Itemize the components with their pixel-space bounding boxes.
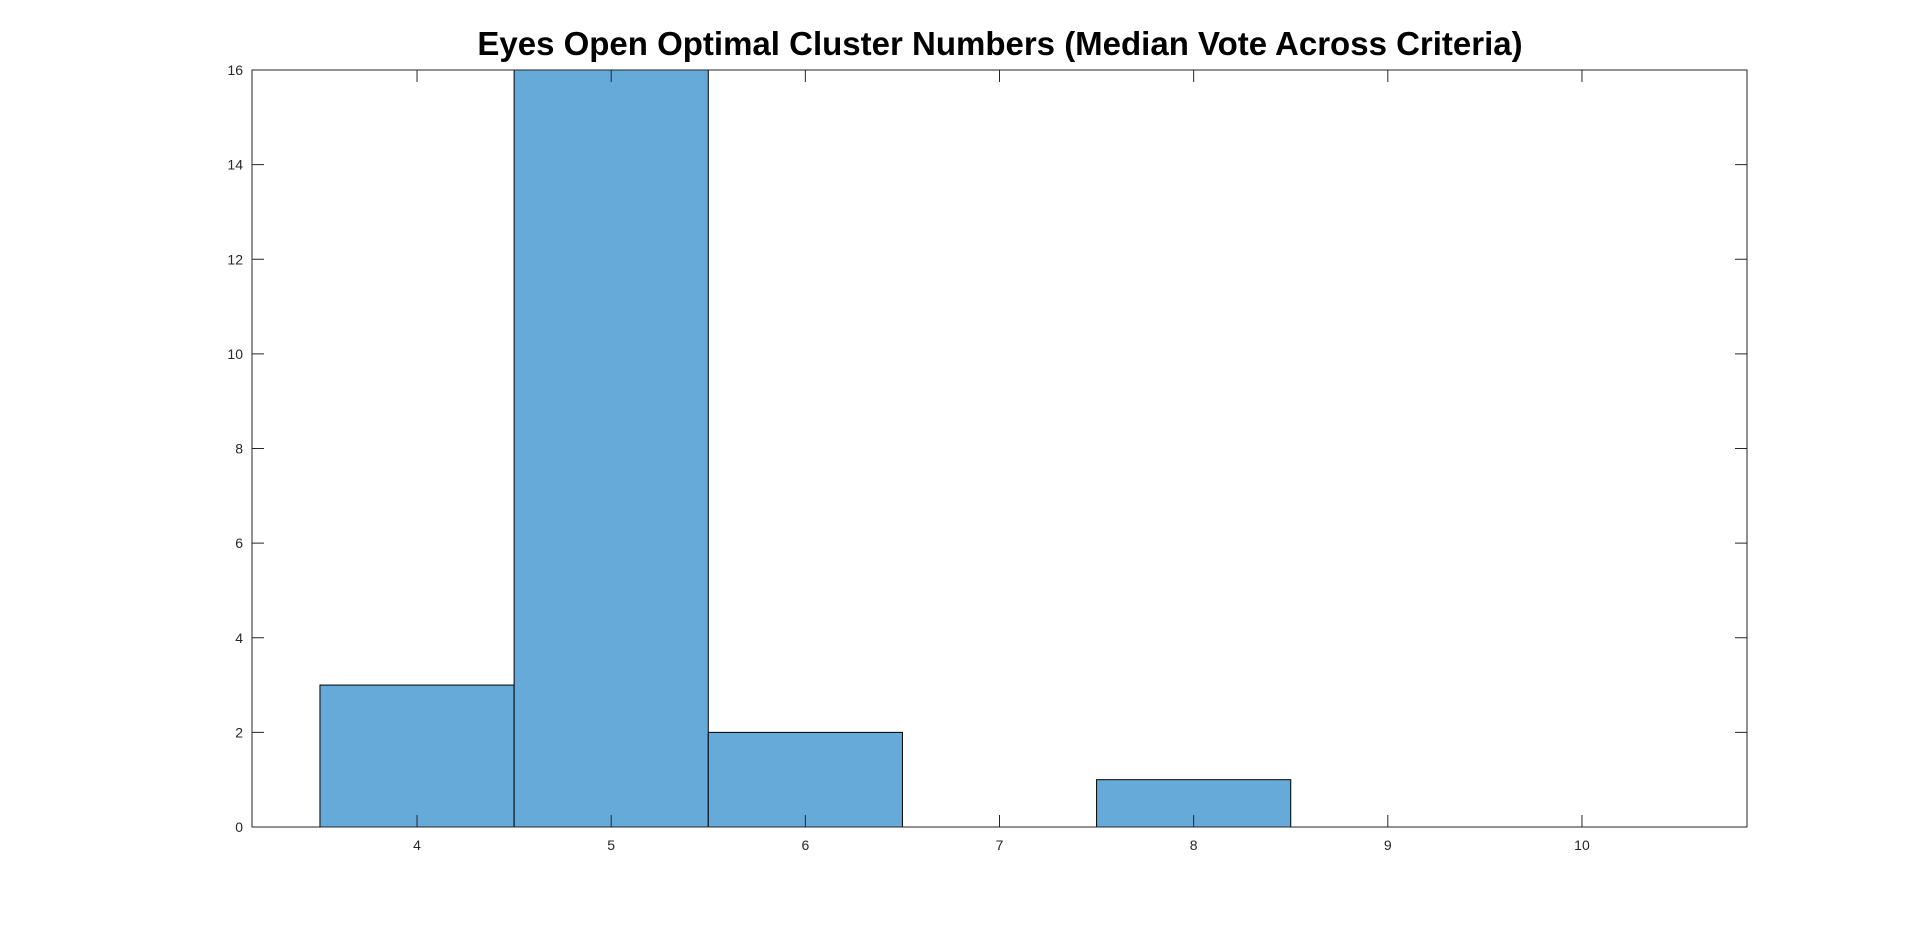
y-tick-label-0: 0 [235,819,243,835]
bar-4 [319,684,515,828]
axes-box [251,69,1748,828]
y-tick-label-16: 16 [227,62,243,78]
y-tick-label-8: 8 [235,441,243,457]
x-tick-label-9: 9 [1384,837,1392,853]
bar-5 [513,69,709,828]
bars-layer [319,69,1292,828]
y-tick-label-6: 6 [235,535,243,551]
y-tick-label-10: 10 [227,346,243,362]
y-tick-label-14: 14 [227,157,243,173]
x-tick-label-4: 4 [413,837,421,853]
chart-title: Eyes Open Optimal Cluster Numbers (Media… [477,25,1522,62]
y-tick-label-12: 12 [227,251,243,267]
y-tick-label-2: 2 [235,724,243,740]
x-tick-label-10: 10 [1574,837,1590,853]
x-tick-label-8: 8 [1190,837,1198,853]
x-tick-label-6: 6 [801,837,809,853]
x-tick-label-7: 7 [996,837,1004,853]
bar-6 [707,731,903,828]
x-tick-label-5: 5 [607,837,615,853]
y-tick-label-4: 4 [235,630,243,646]
